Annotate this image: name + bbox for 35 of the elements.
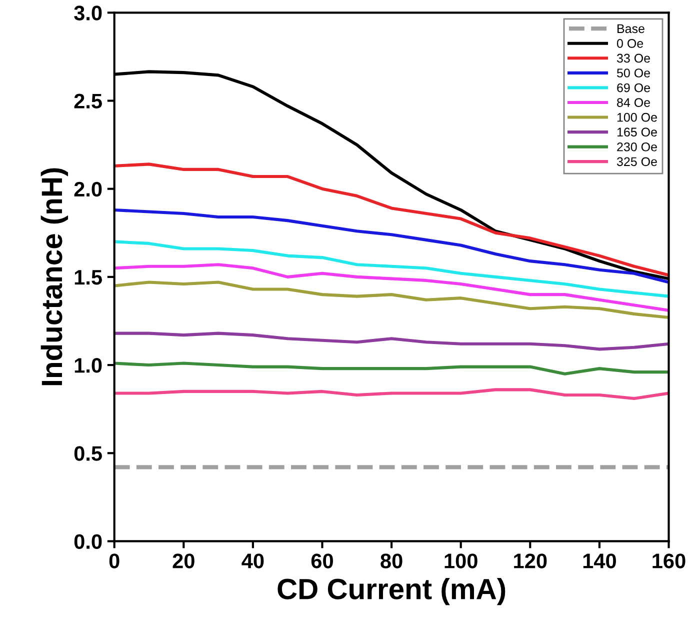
x-tick-label: 0: [109, 554, 120, 568]
legend-label: 165 Oe: [617, 128, 657, 137]
y-tick-label: 2.5: [74, 94, 102, 109]
line-series: [114, 240, 669, 298]
x-tick-label: 120: [514, 554, 547, 568]
y-tick-label: 0.0: [74, 534, 102, 549]
y-tick-label: 1.5: [74, 270, 102, 285]
y-tick-label: 1.0: [74, 358, 102, 373]
line-series: [114, 263, 669, 312]
x-tick-label: 100: [444, 554, 478, 568]
x-axis-title: CD Current (mA): [278, 578, 506, 606]
line-series: [114, 388, 669, 400]
y-tick-label: 2.0: [74, 182, 102, 197]
line-series: [114, 208, 669, 284]
y-tick-label: 0.5: [74, 446, 102, 461]
legend-label: Base: [618, 24, 644, 34]
x-tick-label: 80: [380, 554, 402, 568]
x-tick-label: 60: [311, 554, 333, 568]
x-tick-label: 20: [172, 554, 194, 568]
legend-label: 33 Oe: [616, 54, 650, 63]
line-series: [114, 280, 669, 319]
legend-label: 325 Oe: [616, 157, 657, 166]
legend-label: 69 Oe: [617, 83, 650, 92]
legend-label: 230 Oe: [617, 142, 657, 152]
x-tick-label: 140: [583, 554, 616, 568]
line-series: [114, 362, 669, 376]
legend-label: 84 Oe: [617, 98, 650, 107]
y-axis-title: Inductance (nH): [40, 168, 68, 386]
legend-label: 100 Oe: [617, 112, 657, 122]
line-series: [114, 332, 669, 351]
y-tick-label: 3.0: [74, 6, 102, 20]
x-tick-label: 160: [652, 554, 686, 568]
legend-label: 50 Oe: [616, 68, 650, 78]
legend-label: 0 Oe: [616, 39, 644, 48]
x-tick-label: 40: [242, 554, 264, 568]
